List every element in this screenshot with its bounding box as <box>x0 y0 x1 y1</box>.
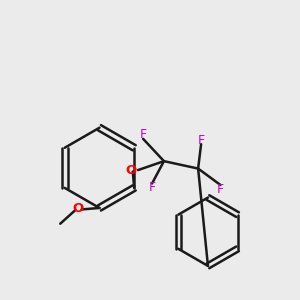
Text: F: F <box>148 181 156 194</box>
Text: F: F <box>197 134 205 146</box>
Text: O: O <box>126 164 137 177</box>
Text: O: O <box>72 202 84 215</box>
Text: F: F <box>217 183 224 196</box>
Text: F: F <box>140 128 147 141</box>
